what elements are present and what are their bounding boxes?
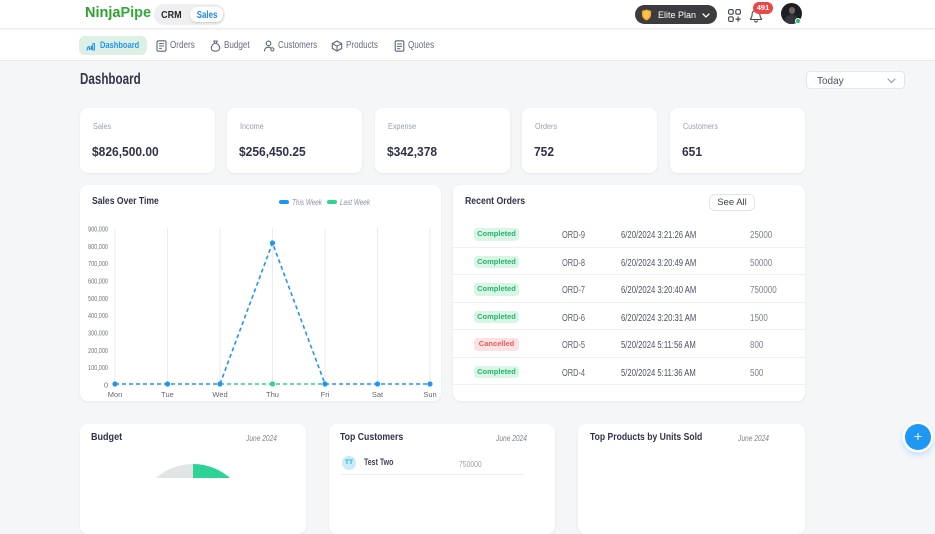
svg-text:Mon: Mon [108, 390, 123, 399]
svg-text:200,000: 200,000 [88, 346, 108, 355]
svg-text:900,000: 900,000 [88, 225, 108, 234]
svg-text:Sun: Sun [423, 390, 436, 399]
svg-text:100,000: 100,000 [88, 363, 108, 372]
svg-text:Tue: Tue [161, 390, 174, 399]
svg-text:400,000: 400,000 [88, 311, 108, 320]
svg-text:Wed: Wed [212, 390, 227, 399]
svg-text:Fri: Fri [321, 390, 330, 399]
svg-text:700,000: 700,000 [88, 259, 108, 268]
svg-text:300,000: 300,000 [88, 329, 108, 338]
svg-text:Sat: Sat [372, 390, 384, 399]
svg-text:500,000: 500,000 [88, 294, 108, 303]
svg-text:800,000: 800,000 [88, 242, 108, 251]
svg-text:0: 0 [104, 381, 108, 390]
svg-text:600,000: 600,000 [88, 277, 108, 286]
svg-text:Thu: Thu [266, 390, 279, 399]
